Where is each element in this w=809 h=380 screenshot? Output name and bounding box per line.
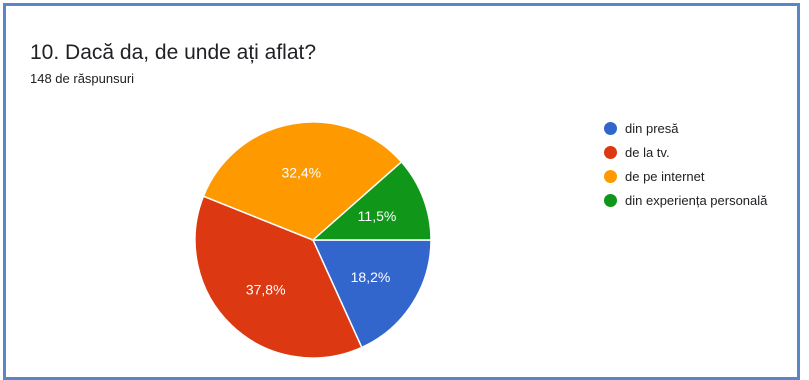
- legend-label-3: din experiența personală: [625, 193, 768, 208]
- legend-swatch-2: [604, 170, 617, 183]
- pie-slices: [194, 121, 432, 359]
- legend-label-0: din presă: [625, 121, 679, 136]
- pie-slice-2[interactable]: [202, 121, 403, 241]
- legend-swatch-0: [604, 122, 617, 135]
- pie-labels: 18,2% 37,8% 32,4% 11,5%: [246, 165, 396, 298]
- pie-slice-3[interactable]: [311, 160, 432, 241]
- legend-item-3[interactable]: din experiența personală: [604, 191, 767, 210]
- pie-slice-0[interactable]: [311, 239, 432, 349]
- legend-item-1[interactable]: de la tv.: [604, 143, 767, 162]
- pie-slice-label-3: 11,5%: [358, 208, 397, 224]
- chart-legend: din presă de la tv. de pe internet din expe…: [604, 119, 767, 215]
- legend-item-0[interactable]: din presă: [604, 119, 767, 138]
- question-title: 10. Dacă da, de unde ați aflat?: [30, 41, 317, 64]
- pie-slice-label-0: 18,2%: [351, 269, 391, 285]
- legend-swatch-1: [604, 146, 617, 159]
- legend-item-2[interactable]: de pe internet: [604, 167, 767, 186]
- pie-slice-label-2: 32,4%: [281, 165, 321, 181]
- pie-slice-1[interactable]: [194, 195, 363, 359]
- response-count: 148 de răspunsuri: [30, 71, 135, 86]
- legend-label-2: de pe internet: [625, 169, 705, 184]
- pie-slice-label-1: 37,8%: [246, 282, 286, 298]
- legend-swatch-3: [604, 194, 617, 207]
- legend-label-1: de la tv.: [625, 145, 670, 160]
